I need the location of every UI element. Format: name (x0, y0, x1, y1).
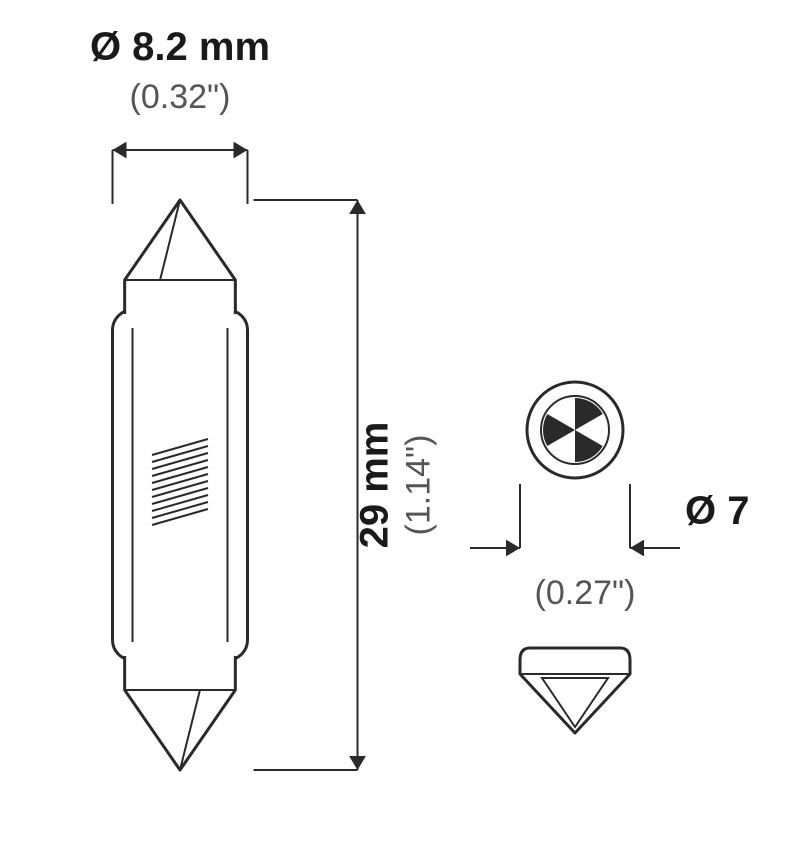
dim-cap-diameter-main: Ø 7 (685, 489, 749, 533)
dim-body-diameter-sub: (0.32") (130, 78, 231, 116)
dim-cap-diameter-sub: (0.27") (535, 574, 636, 612)
dim-length-main: 29 mm (353, 422, 397, 549)
dim-length-sub: (1.14") (400, 435, 438, 536)
cap-profile-outline (520, 648, 630, 733)
dim-body-diameter-main: Ø 8.2 mm (90, 25, 270, 69)
